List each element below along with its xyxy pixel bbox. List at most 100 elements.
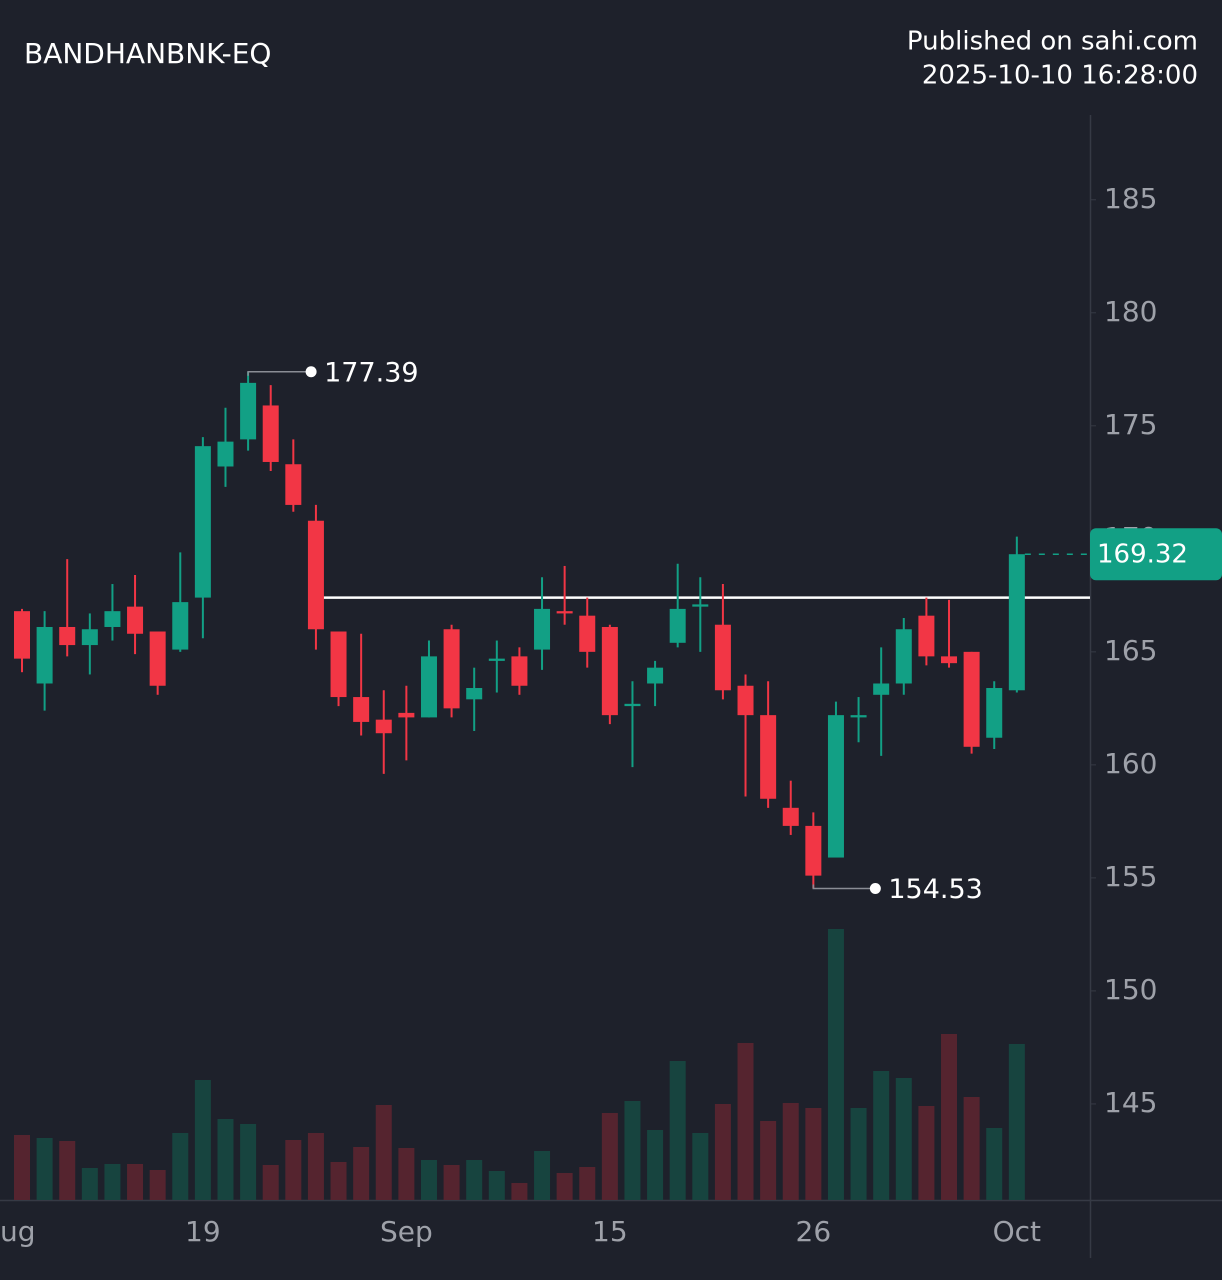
volume-bar	[669, 1061, 686, 1200]
candle-body	[827, 715, 844, 858]
candle-body	[14, 611, 30, 659]
candle-body	[81, 629, 98, 646]
volume-bar	[941, 1034, 958, 1200]
candle-body	[59, 626, 76, 646]
candle-body	[647, 667, 664, 684]
low-label: 154.53	[888, 874, 982, 905]
candle-body	[285, 464, 302, 505]
candle-body	[692, 604, 709, 607]
volume-bar	[692, 1133, 709, 1200]
volume-bar	[172, 1133, 189, 1200]
candle-body	[805, 825, 822, 876]
candle-body	[895, 629, 912, 684]
volume-bar	[81, 1168, 98, 1200]
candle-body	[240, 382, 257, 440]
volume-bar	[262, 1165, 279, 1200]
volume-bar	[1008, 1044, 1025, 1200]
candle-body	[963, 651, 980, 747]
high-marker-line	[247, 371, 312, 376]
volume-bar	[827, 929, 844, 1200]
candle-body	[873, 683, 890, 695]
candle-body	[534, 608, 551, 650]
candle-body	[737, 685, 754, 716]
candle-body	[986, 688, 1003, 738]
volume-bar	[918, 1106, 935, 1200]
volume-bar	[556, 1173, 573, 1200]
volume-bar	[534, 1151, 551, 1200]
candle-body	[127, 606, 144, 634]
volume-bar	[986, 1128, 1003, 1200]
volume-bar	[850, 1108, 867, 1200]
x-tick-label: Sep	[380, 1215, 433, 1248]
x-tick-label: 26	[796, 1215, 832, 1248]
candle-body	[850, 715, 867, 718]
volume-bar	[760, 1121, 777, 1200]
candle-body	[353, 697, 370, 722]
volume-bar	[805, 1108, 822, 1200]
candle-body	[782, 807, 799, 826]
candle-body	[601, 626, 618, 716]
timestamp: 2025-10-10 16:28:00	[922, 61, 1198, 91]
candle-body	[443, 629, 460, 709]
candle-body	[624, 703, 641, 707]
last-price-label: 169.32	[1097, 540, 1188, 570]
candle-body	[669, 608, 686, 643]
volume-bar	[217, 1119, 234, 1200]
x-tick-label: 15	[592, 1215, 628, 1248]
candle-body	[398, 712, 415, 718]
volume-bar	[375, 1105, 392, 1200]
volume-bar	[466, 1160, 483, 1200]
volume-bar	[353, 1147, 370, 1200]
candle-body	[918, 615, 935, 657]
volume-bar	[14, 1135, 30, 1200]
volume-bar	[104, 1164, 121, 1200]
high-marker-dot	[305, 366, 317, 378]
volume-bar	[330, 1162, 347, 1200]
volume-bar	[895, 1078, 912, 1200]
candle-body	[579, 615, 596, 652]
volume-bar	[443, 1165, 460, 1200]
y-tick-label: 145	[1104, 1086, 1157, 1119]
y-tick-label: 175	[1104, 408, 1157, 441]
publisher: Published on sahi.com	[907, 27, 1198, 57]
volume-bar	[647, 1130, 664, 1200]
volume-bar	[398, 1148, 415, 1200]
y-tick-label: 185	[1104, 182, 1157, 215]
candle-body	[149, 631, 166, 686]
chart-title: BANDHANBNK-EQ	[24, 37, 271, 70]
y-tick-label: 150	[1104, 973, 1157, 1006]
volume-bar	[149, 1170, 166, 1200]
candle-body	[104, 611, 121, 627]
y-tick-label: 180	[1104, 295, 1157, 328]
x-tick-label: 19	[185, 1215, 221, 1248]
x-tick-label: Oct	[993, 1215, 1041, 1248]
candle-body	[217, 441, 234, 467]
volume-bar	[511, 1183, 528, 1200]
candle-body	[262, 405, 279, 462]
volume-bar	[285, 1140, 302, 1200]
volume-bar	[624, 1101, 641, 1200]
candle-body	[556, 611, 573, 614]
y-tick-label: 155	[1104, 860, 1157, 893]
last-price-box	[1090, 528, 1222, 581]
volume-bar	[127, 1164, 144, 1200]
candle-body	[488, 658, 505, 661]
candle-body	[511, 656, 528, 686]
low-marker-dot	[869, 883, 881, 895]
volume-bar	[36, 1138, 53, 1200]
y-tick-label: 160	[1104, 747, 1157, 780]
volume-bar	[420, 1160, 437, 1200]
volume-bar	[782, 1103, 799, 1200]
y-tick-label: 165	[1104, 634, 1157, 667]
volume-bar	[307, 1133, 324, 1200]
volume-bar	[59, 1141, 76, 1200]
volume-bar	[579, 1167, 596, 1200]
candle-body	[714, 624, 731, 691]
candle-body	[375, 719, 392, 734]
candle-body	[420, 656, 437, 718]
volume-bar	[963, 1097, 980, 1200]
volume-bar	[873, 1071, 890, 1200]
candle-body	[1008, 554, 1025, 691]
